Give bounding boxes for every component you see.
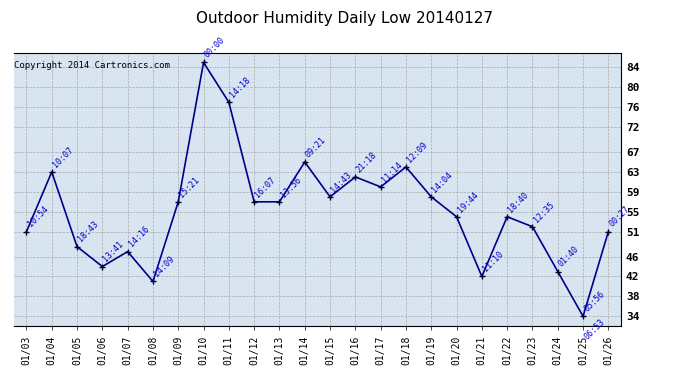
Text: 13:41: 13:41 (101, 240, 126, 264)
Text: 18:40: 18:40 (506, 190, 531, 214)
Text: 09:21: 09:21 (304, 135, 328, 159)
Text: 14:16: 14:16 (127, 225, 151, 249)
Text: Outdoor Humidity Daily Low 20140127: Outdoor Humidity Daily Low 20140127 (197, 11, 493, 26)
Text: 18:43: 18:43 (76, 220, 100, 244)
Text: 19:44: 19:44 (455, 190, 480, 214)
Text: 14:09: 14:09 (152, 255, 176, 279)
Text: 14:43: 14:43 (329, 170, 353, 194)
Text: Humidity  (%): Humidity (%) (570, 34, 651, 44)
Text: 10:07: 10:07 (51, 145, 75, 169)
Text: 12:09: 12:09 (405, 140, 429, 164)
Text: 13:56: 13:56 (279, 175, 303, 199)
Text: 01:40: 01:40 (557, 244, 581, 269)
Text: Copyright 2014 Cartronics.com: Copyright 2014 Cartronics.com (14, 61, 170, 70)
Text: 00:00: 00:00 (203, 36, 227, 60)
Text: 05:56: 05:56 (582, 290, 607, 314)
Text: 11:10: 11:10 (481, 250, 505, 274)
Text: 14:04: 14:04 (431, 170, 455, 194)
Text: 10:54: 10:54 (26, 205, 50, 229)
Text: 12:35: 12:35 (531, 200, 555, 224)
Text: 11:14: 11:14 (380, 160, 404, 184)
Text: 15:21: 15:21 (177, 175, 201, 199)
Text: 21:18: 21:18 (355, 150, 379, 174)
Text: 06:53: 06:53 (582, 317, 607, 341)
Text: 00:27: 00:27 (607, 205, 631, 229)
Text: 14:18: 14:18 (228, 75, 252, 99)
Text: 16:07: 16:07 (253, 175, 277, 199)
